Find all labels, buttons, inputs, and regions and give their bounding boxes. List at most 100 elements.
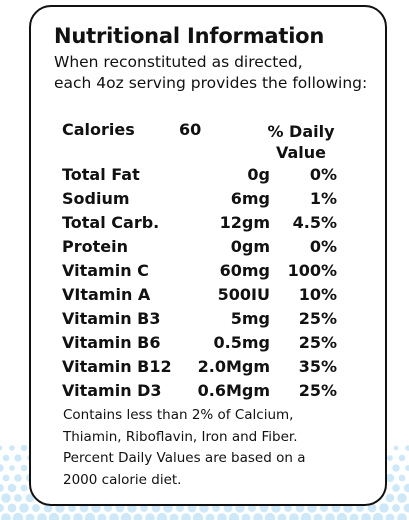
background-dot (1, 493, 11, 503)
background-dot (228, 512, 240, 520)
background-dot (97, 513, 107, 520)
background-dot (385, 473, 395, 483)
background-dot (356, 504, 364, 512)
nutrient-amount: 12gm (219, 213, 270, 232)
background-dot (289, 513, 299, 520)
nutrient-amount: 0.5mg (213, 333, 270, 352)
nutrient-row: VItamin A 500IU 10% (0, 285, 409, 307)
background-dot (217, 513, 227, 520)
background-dot (367, 503, 377, 513)
background-dot (32, 504, 40, 512)
background-dot (48, 512, 60, 520)
serving-note-line-1: When reconstituted as directed, (54, 53, 303, 71)
background-dot (379, 503, 389, 513)
background-dot (9, 445, 15, 451)
background-dot (0, 484, 4, 492)
background-dot (349, 513, 359, 520)
background-dot (19, 503, 29, 513)
background-dot (120, 512, 132, 520)
background-dot (181, 513, 191, 520)
nutrient-name: VItamin A (62, 285, 151, 304)
background-dot (20, 464, 28, 472)
background-dot (403, 483, 409, 493)
nutrient-daily-value: 10% (298, 285, 337, 304)
background-dot (387, 455, 393, 461)
nutrient-row: Vitamin B12 2.0Mgm 35% (0, 357, 409, 379)
nutrient-name: Vitamin B6 (62, 333, 161, 352)
nutrient-name: Vitamin C (62, 261, 149, 280)
nutrient-amount: 0gm (230, 237, 270, 256)
background-dot (325, 513, 335, 520)
background-dot (248, 504, 256, 512)
background-dot (109, 513, 119, 520)
background-dot (176, 504, 184, 512)
background-dot (392, 484, 400, 492)
background-dot (397, 513, 407, 520)
background-dot (2, 474, 10, 482)
background-dot (253, 513, 263, 520)
background-dot (385, 493, 395, 503)
footnote: Contains less than 2% of Calcium, Thiami… (63, 405, 363, 491)
daily-value-header-line-1: % Daily (267, 122, 335, 141)
nutrient-amount: 60mg (219, 261, 270, 280)
nutrient-name: Protein (62, 237, 128, 256)
nutrient-row: Vitamin B3 5mg 25% (0, 309, 409, 331)
background-dot (169, 513, 179, 520)
footnote-line-3: Percent Daily Values are based on a (63, 450, 306, 467)
background-dot (284, 504, 292, 512)
background-dot (397, 493, 407, 503)
background-dot (9, 465, 15, 471)
background-dot (1, 513, 11, 520)
background-dot (398, 474, 406, 482)
daily-value-header: % Daily Value (262, 121, 340, 163)
nutrient-row: Vitamin D3 0.6Mgm 25% (0, 381, 409, 403)
background-dot (12, 512, 24, 520)
nutrient-amount: 5mg (230, 309, 270, 328)
background-dot (264, 512, 276, 520)
nutrient-daily-value: 4.5% (292, 213, 337, 232)
background-dot (0, 464, 4, 472)
background-dot (403, 503, 409, 513)
background-dot (84, 512, 96, 520)
background-dot (320, 504, 328, 512)
nutrient-name: Vitamin D3 (62, 381, 162, 400)
background-dot (37, 513, 47, 520)
background-dot (393, 445, 399, 451)
background-dot (14, 494, 22, 502)
background-dot (212, 504, 220, 512)
nutrient-daily-value: 25% (298, 333, 337, 352)
nutrient-name: Vitamin B12 (62, 357, 172, 376)
background-dot (145, 513, 155, 520)
nutrient-name: Sodium (62, 189, 130, 208)
nutrient-row: Vitamin B6 0.5mg 25% (0, 333, 409, 355)
nutrient-daily-value: 0% (309, 165, 337, 184)
background-dot (313, 513, 323, 520)
background-dot (104, 504, 112, 512)
background-dot (205, 513, 215, 520)
nutrient-amount: 0.6Mgm (197, 381, 270, 400)
nutrient-amount: 500IU (217, 285, 270, 304)
background-dot (0, 445, 3, 451)
background-dot (7, 483, 17, 493)
calories-value: 60 (179, 120, 202, 139)
nutrient-name: Vitamin B3 (62, 309, 161, 328)
nutrient-amount: 6mg (230, 189, 270, 208)
background-dot (25, 513, 35, 520)
footnote-line-1: Contains less than 2% of Calcium, (63, 407, 294, 423)
nutrient-daily-value: 35% (298, 357, 337, 376)
background-dot (385, 513, 395, 520)
background-dot (392, 464, 400, 472)
nutrient-amount: 0g (247, 165, 270, 184)
nutrient-name: Total Fat (62, 165, 140, 184)
calories-label: Calories (62, 120, 135, 139)
background-dot (372, 512, 384, 520)
nutrient-row: Total Carb. 12gm 4.5% (0, 213, 409, 235)
background-dot (405, 445, 409, 451)
background-dot (398, 454, 406, 462)
nutrient-row: Vitamin C 60mg 100% (0, 261, 409, 283)
nutrition-panel (29, 5, 387, 506)
nutrient-row: Total Fat 0g 0% (0, 165, 409, 187)
footnote-line-4: 2000 calorie diet. (63, 471, 182, 488)
background-dot (2, 454, 10, 462)
